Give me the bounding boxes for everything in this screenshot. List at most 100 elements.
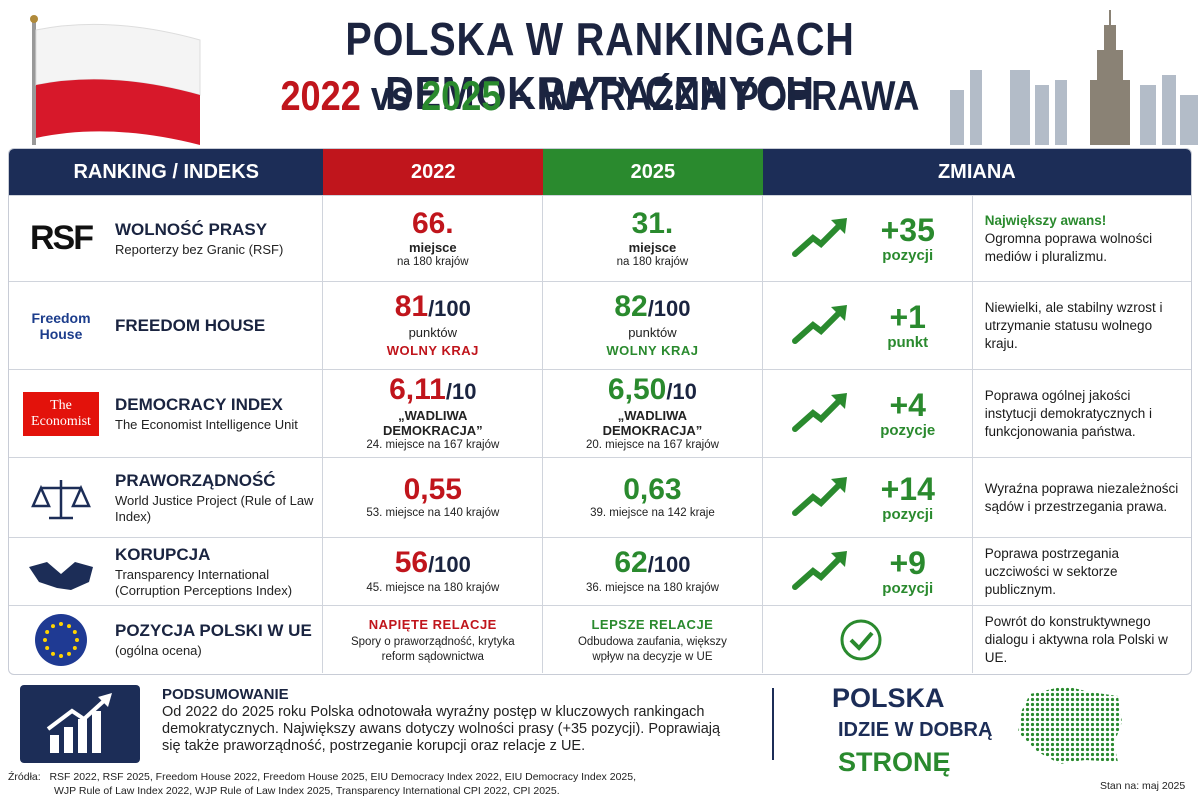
logo: The Economist (19, 384, 103, 444)
value-cell: 62/100 36. miejsce na 180 krajów (543, 538, 763, 605)
change-unit: pozycji (882, 247, 934, 264)
comment: Wyraźna poprawa niezależności sądów i pr… (973, 480, 1183, 516)
summary-icon (20, 685, 140, 763)
value-line: 82/100 (614, 290, 691, 325)
change-value: +9 (889, 545, 926, 581)
change-cell: +14 pozycji Wyraźna poprawa niezależności … (763, 458, 1191, 537)
change-unit: pozycji (882, 506, 934, 523)
value: 0,63 (623, 473, 682, 506)
value-cell: 81/100 punktów WOLNY KRAJ (323, 282, 544, 369)
value-cell: 56/100 45. miejsce na 180 krajów (323, 538, 544, 605)
table-row: PRAWORZĄDNOŚĆ World Justice Project (Rule… (9, 457, 1191, 537)
ranking-org: (ogólna ocena) (115, 642, 202, 658)
value-cell: 66. miejsce na 180 krajów (323, 196, 544, 281)
column-header: RANKING / INDEKS (9, 149, 324, 195)
value-cell: 0,55 53. miejsce na 140 krajów (323, 458, 544, 537)
note: 53. miejsce na 140 krajów (366, 507, 500, 519)
note: Odbudowa zaufania, większy wpływ na decy… (577, 636, 727, 663)
ranking-text: WOLNOŚĆ PRASY Reporterzy bez Granic (RSF) (115, 220, 283, 258)
sources: Źródła: RSF 2022, RSF 2025, Freedom Hous… (8, 770, 636, 798)
subtitle: 2022 vs 2025 – WYRAŹNA POPRAWA (187, 72, 1013, 120)
subtitle-rest: – WYRAŹNA POPRAWA (511, 72, 920, 119)
value-label: „WADLIWA DEMOKRACJA” (382, 408, 483, 438)
note: na 180 krajów (616, 255, 689, 268)
comment-text: Poprawa ogólnej jakości instytucji demok… (984, 387, 1153, 439)
comment: Niewielki, ale stabilny wzrost i utrzyma… (973, 299, 1183, 353)
ranking-text: KORUPCJA Transparency International (Corr… (115, 545, 315, 599)
table-row: KORUPCJA Transparency International (Corr… (9, 537, 1191, 605)
status: WOLNY KRAJ (386, 342, 479, 358)
denominator: /100 (428, 552, 471, 577)
slogan-line: IDZIE W DOBRĄ (838, 719, 993, 741)
value: 66. (411, 206, 454, 240)
poland-map (1018, 686, 1122, 764)
date: Stan na: maj 2025 (1100, 780, 1186, 792)
summary-title: PODSUMOWANIE (162, 686, 289, 703)
column-header: 2025 (543, 149, 763, 195)
denominator: /10 (666, 379, 697, 404)
change-cell: +1 punkt Niewielki, ale stabilny wzrost i … (763, 282, 1191, 369)
value-cell: NAPIĘTE RELACJE Spory o praworządność, kr… (323, 606, 544, 673)
comment-text: Wyraźna poprawa niezależności sądów i pr… (984, 480, 1179, 514)
change-cell: Powrót do konstruktywnego dialogu i akty… (763, 606, 1191, 673)
ranking-name: FREEDOM HOUSE (115, 315, 266, 335)
slogan-line: STRONĘ (838, 747, 951, 777)
change-value-box: +35 pozycji (863, 213, 953, 264)
value-line: 6,50/10 (608, 374, 697, 408)
change-value-box: +9 pozycji (863, 546, 953, 597)
value-line: 31. (631, 206, 674, 240)
change-value: +35 (880, 212, 935, 248)
ranking-name: KORUPCJA (115, 544, 211, 564)
ranking-org: World Justice Project (Rule of Law Index… (115, 492, 314, 524)
summary-text: Od 2022 do 2025 roku Polska odnotowała w… (162, 704, 721, 754)
note: 24. miejsce na 167 krajów (366, 439, 500, 451)
value-line: 0,55 (404, 474, 462, 506)
denominator: /100 (647, 295, 691, 321)
status: WOLNY KRAJ (606, 342, 699, 358)
ranking-name: DEMOCRACY INDEX (115, 394, 283, 414)
slogan: POLSKA IDZIE W DOBRĄ STRONĘ (832, 682, 992, 778)
note: na 180 krajów (396, 255, 469, 268)
value-label: „WADLIWA DEMOKRACJA” (602, 408, 703, 438)
value-label: punktów (408, 324, 457, 340)
value-line: 56/100 (395, 547, 471, 581)
ranking-cell: KORUPCJA Transparency International (Corr… (9, 538, 324, 605)
ranking-cell: POZYCJA POLSKI W UE (ogólna ocena) (9, 606, 324, 673)
note: 45. miejsce na 180 krajów (366, 582, 500, 594)
change-value-box: +14 pozycji (863, 472, 953, 523)
value: 31. (631, 206, 674, 240)
ranking-text: FREEDOM HOUSE (115, 316, 265, 336)
comment: Poprawa postrzegania uczciwości w sektor… (973, 545, 1183, 599)
value-cell: 31. miejsce na 180 krajów (543, 196, 763, 281)
change-value: +14 (880, 471, 935, 507)
change-box: +14 pozycji (763, 458, 973, 537)
ranking-org: The Economist Intelligence Unit (115, 416, 298, 432)
flag (30, 15, 201, 145)
divider (772, 688, 774, 760)
value-cell: 6,11/10 „WADLIWA DEMOKRACJA” 24. miejsce n… (323, 370, 544, 457)
change-value: +1 (889, 299, 926, 335)
sources-line: WJP Rule of Law Index 2022, WJP Rule of … (54, 785, 560, 797)
change-value-box: +1 punkt (863, 300, 953, 351)
logo (19, 610, 103, 670)
slogan-line: POLSKA (832, 683, 945, 713)
note: 20. miejsce na 167 krajów (585, 439, 719, 451)
status: NAPIĘTE RELACJE (368, 617, 497, 632)
value-label: miejsce (628, 239, 677, 255)
ranking-text: DEMOCRACY INDEX The Economist Intelligenc… (115, 395, 298, 433)
comment-text: Powrót do konstruktywnego dialogu i akty… (984, 613, 1168, 665)
comment-text: Niewielki, ale stabilny wzrost i utrzyma… (984, 299, 1163, 351)
ranking-cell: Freedom House FREEDOM HOUSE (9, 282, 324, 369)
denominator: /10 (445, 379, 477, 404)
header-row: RANKING / INDEKS 2022 2025 ZMIANA (9, 149, 1191, 195)
value-cell: 6,50/10 „WADLIWA DEMOKRACJA” 20. miejsce n… (543, 370, 763, 457)
sources-line: RSF 2022, RSF 2025, Freedom House 2022, … (49, 771, 637, 783)
note: 39. miejsce na 142 kraje (590, 507, 715, 519)
ranking-org: Reporterzy bez Granic (RSF) (115, 241, 284, 257)
change-cell: +4 pozycje Poprawa ogólnej jakości instytu… (763, 370, 1191, 457)
status: LEPSZE RELACJE (591, 617, 714, 632)
value-line: 66. (411, 206, 454, 240)
comment: Największy awans! Ogromna poprawa wolnośc… (973, 212, 1183, 266)
value-line: 6,11/10 (389, 374, 476, 408)
value-label: punktów (628, 324, 677, 340)
